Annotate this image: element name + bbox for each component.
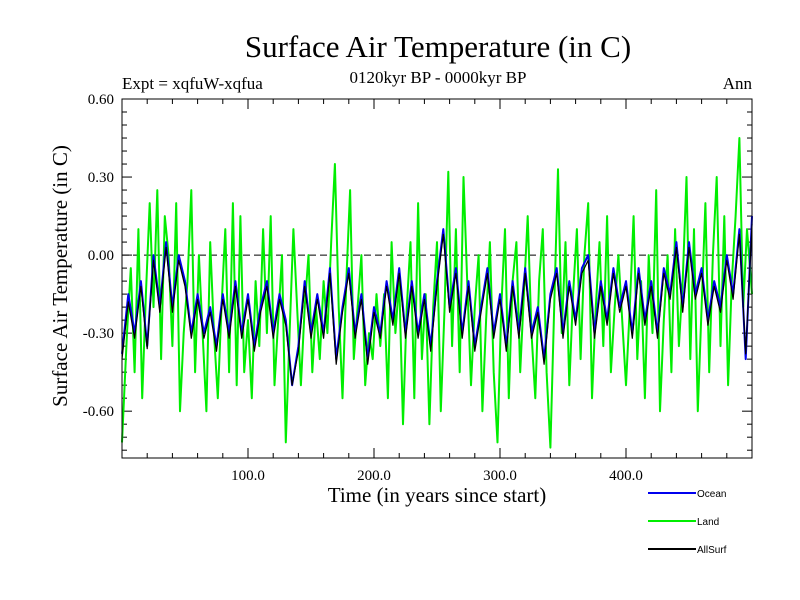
x-tick-label: 200.0: [357, 468, 391, 484]
y-axis-label: Surface Air Temperature (in C): [48, 145, 72, 407]
chart-subtitle: 0120kyr BP - 0000kyr BP: [350, 68, 527, 87]
y-tick-label: -0.30: [83, 326, 114, 342]
series-line-land: [121, 137, 753, 449]
series-line-allsurf: [121, 223, 753, 386]
x-tick-label: 300.0: [483, 468, 517, 484]
series-line-ocean: [121, 216, 753, 387]
x-tick-label: 400.0: [609, 468, 643, 484]
x-axis-label: Time (in years since start): [328, 483, 547, 507]
legend-label-allsurf: AllSurf: [697, 545, 727, 556]
series-lines: [121, 137, 753, 449]
y-tick-label: 0.60: [88, 92, 114, 108]
x-tick-label: 100.0: [231, 468, 265, 484]
chart-title: Surface Air Temperature (in C): [245, 29, 631, 64]
y-tick-label: -0.60: [83, 404, 114, 420]
season-annotation: Ann: [723, 74, 753, 93]
legend-label-ocean: Ocean: [697, 489, 726, 500]
y-tick-label: 0.00: [88, 248, 114, 264]
expt-annotation: Expt = xqfuW-xqfua: [122, 74, 263, 93]
legend: Ocean Land AllSurf: [648, 489, 727, 556]
plot-frame: [121, 98, 753, 459]
y-tick-label: 0.30: [88, 170, 114, 186]
legend-label-land: Land: [697, 517, 719, 528]
tick-labels: 100.0 200.0 300.0 400.0 0.60 0.30 0.00 -0.30 -0.…: [83, 92, 643, 484]
